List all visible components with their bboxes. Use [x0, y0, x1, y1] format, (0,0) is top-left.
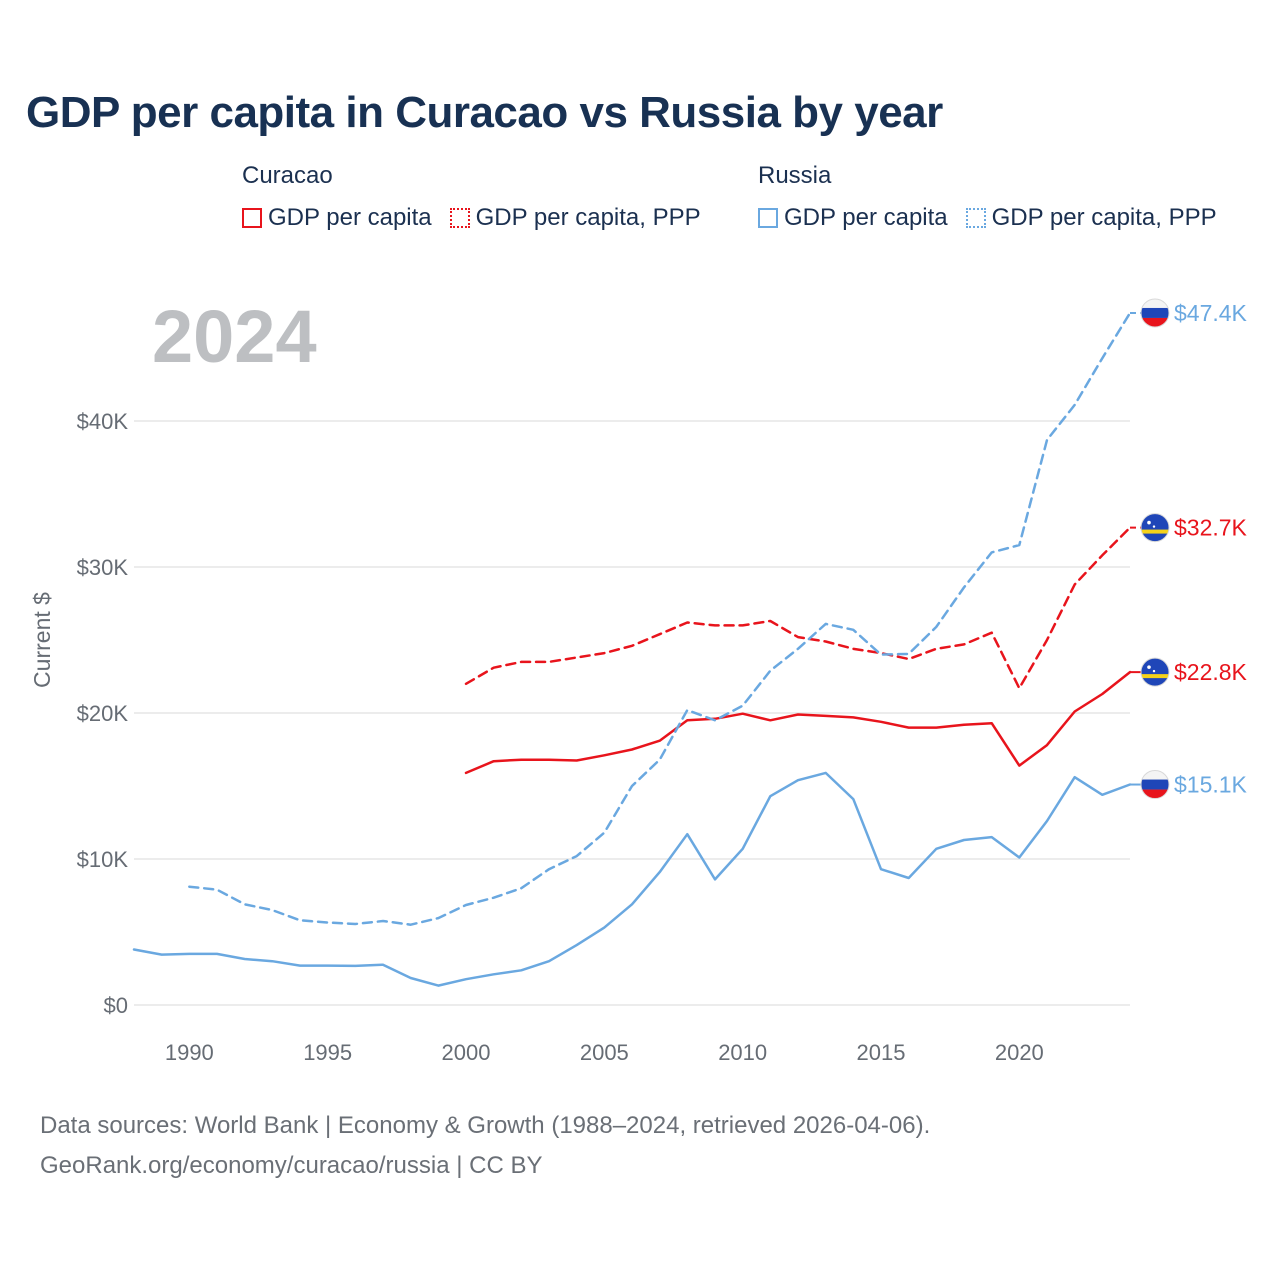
x-tick-label: 1995	[303, 1040, 352, 1065]
curacao-flag-icon	[1140, 513, 1170, 543]
y-tick-label: $10K	[77, 847, 129, 872]
legend-swatch-dotted	[449, 208, 470, 228]
legend-swatch-solid	[242, 208, 262, 228]
x-axis-ticks: 1990 1995 2000 2005 2010 2015 2020	[165, 1040, 1044, 1065]
russia-flag-icon	[1140, 770, 1170, 800]
end-value-label: $47.4K	[1174, 300, 1248, 326]
legend-group-title: Russia	[758, 162, 832, 189]
legend-label: GDP per capita	[784, 204, 948, 231]
legend-item-curacao-gdp[interactable]: GDP per capita	[242, 204, 432, 232]
series-line-1	[464, 526, 1132, 690]
series-lines	[132, 311, 1132, 987]
y-tick-label: $20K	[77, 701, 129, 726]
end-markers: $22.8K $32.7K $15.1K $47.4K	[1130, 298, 1248, 800]
legend-label: GDP per capita	[268, 204, 432, 231]
x-tick-label: 2015	[857, 1040, 906, 1065]
legend-item-russia-gdp-ppp[interactable]: GDP per capita, PPP	[965, 204, 1217, 232]
legend-group-russia: Russia GDP per capita GDP per capita, PP…	[758, 162, 1217, 232]
x-tick-label: 2005	[580, 1040, 629, 1065]
x-tick-label: 2020	[995, 1040, 1044, 1065]
y-tick-label: $0	[104, 993, 128, 1018]
x-tick-label: 2010	[718, 1040, 767, 1065]
y-tick-label: $30K	[77, 555, 129, 580]
grid	[134, 420, 1130, 1006]
legend-item-russia-gdp[interactable]: GDP per capita	[758, 204, 948, 232]
y-axis-ticks: $0 $10K $20K $30K $40K	[77, 409, 129, 1018]
series-line-0	[464, 670, 1132, 775]
legend-label: GDP per capita, PPP	[475, 204, 701, 231]
end-value-label: $15.1K	[1174, 772, 1248, 798]
chart-title: GDP per capita in Curacao vs Russia by y…	[26, 88, 943, 137]
series-line-3	[188, 311, 1132, 926]
end-value-label: $22.8K	[1174, 659, 1248, 685]
footer-sources: Data sources: World Bank | Economy & Gro…	[40, 1112, 931, 1139]
y-tick-label: $40K	[77, 409, 129, 434]
legend-label: GDP per capita, PPP	[991, 204, 1217, 231]
russia-flag-icon	[1140, 298, 1170, 328]
legend-group-title: Curacao	[242, 162, 333, 189]
legend-group-curacao: Curacao GDP per capita GDP per capita, P…	[242, 162, 701, 232]
footer: Data sources: World Bank | Economy & Gro…	[40, 1106, 930, 1186]
end-value-label: $32.7K	[1174, 515, 1248, 541]
curacao-flag-icon	[1140, 657, 1170, 687]
y-axis-label: Current $	[29, 592, 55, 688]
x-tick-label: 1990	[165, 1040, 214, 1065]
legend-swatch-solid	[758, 208, 778, 228]
footer-attribution: GeoRank.org/economy/curacao/russia | CC …	[40, 1152, 543, 1179]
year-watermark: 2024	[152, 295, 317, 378]
legend-item-curacao-gdp-ppp[interactable]: GDP per capita, PPP	[449, 204, 701, 232]
x-tick-label: 2000	[442, 1040, 491, 1065]
legend-swatch-dotted	[965, 208, 986, 228]
series-line-2	[132, 771, 1132, 987]
